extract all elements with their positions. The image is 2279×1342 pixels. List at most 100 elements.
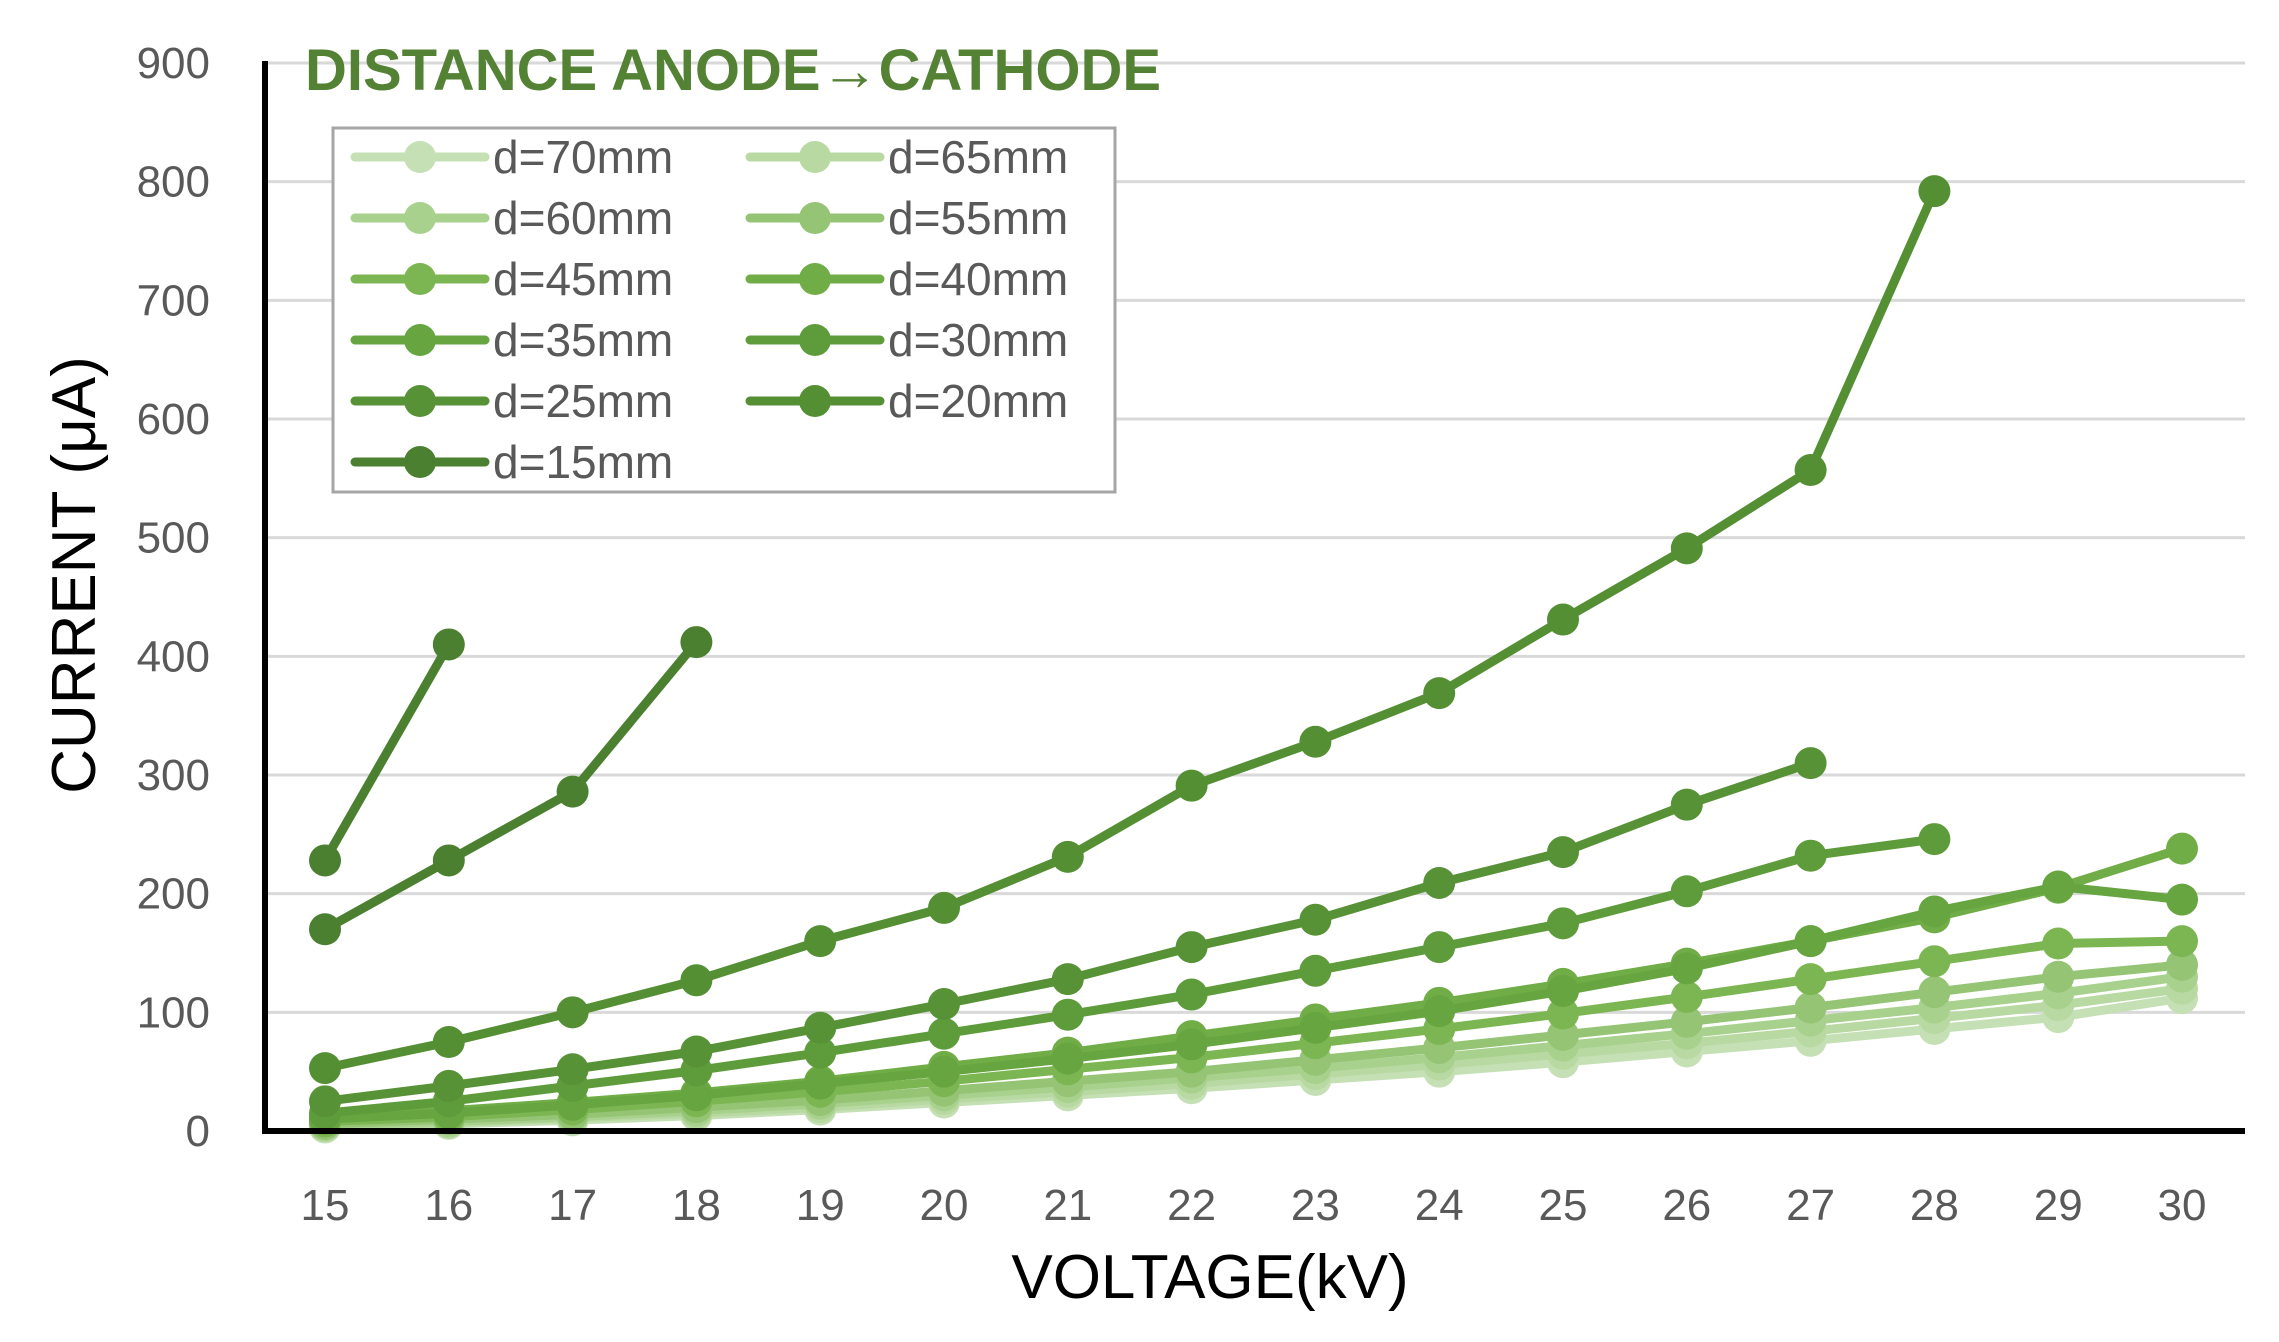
data-point [1794, 454, 1827, 487]
x-tick-label: 28 [1910, 1181, 1959, 1230]
legend-marker [404, 385, 436, 417]
x-tick-label: 15 [301, 1181, 350, 1230]
data-point [804, 1067, 837, 1100]
legend-label: d=20mm [888, 375, 1068, 427]
legend-item: d=45mm [350, 253, 673, 305]
legend-label: d=65mm [888, 131, 1068, 183]
legend-marker [799, 202, 831, 234]
data-point [1918, 895, 1951, 928]
legend-label: d=25mm [493, 375, 673, 427]
data-point [1175, 931, 1208, 964]
data-point [804, 1011, 837, 1044]
legend-marker [404, 446, 436, 478]
series-line [320, 936, 2187, 1126]
legend-item: d=40mm [745, 253, 1068, 305]
legend-item: d=25mm [350, 375, 673, 427]
data-point [1175, 1028, 1208, 1061]
data-point [1547, 603, 1579, 636]
legend-item: d=55mm [745, 192, 1068, 244]
data-point [928, 988, 960, 1021]
legend-item: d=15mm [350, 436, 673, 488]
legend-label: d=35mm [493, 314, 673, 366]
data-point [1423, 931, 1456, 964]
data-point [680, 1035, 713, 1068]
legend-marker [404, 263, 436, 295]
y-tick-label: 0 [186, 1107, 210, 1156]
data-point [1794, 991, 1827, 1024]
data-point [680, 964, 713, 997]
y-tick-label: 400 [137, 632, 210, 681]
y-tick-label: 900 [137, 39, 210, 88]
data-point [1670, 532, 1703, 565]
legend-label: d=30mm [888, 314, 1068, 366]
y-tick-label: 800 [137, 158, 210, 207]
data-point [1299, 1011, 1332, 1044]
data-point [2166, 948, 2198, 981]
legend-label: d=70mm [493, 131, 673, 183]
data-point [2166, 883, 2198, 916]
series-line [320, 637, 701, 934]
data-point [432, 1026, 465, 1058]
data-point [1794, 925, 1827, 958]
y-axis-title: CURRENT (μA) [40, 356, 109, 794]
legend-item: d=60mm [350, 192, 673, 244]
data-point [1175, 978, 1208, 1011]
data-point [1670, 952, 1703, 985]
data-point [2166, 925, 2198, 958]
data-point [1299, 725, 1332, 758]
data-point [556, 1053, 589, 1086]
data-point [1670, 980, 1703, 1013]
data-point [1670, 1005, 1703, 1038]
series-line [320, 960, 2187, 1129]
y-tick-label: 200 [137, 870, 210, 919]
series-segment [309, 628, 465, 877]
series-layer [309, 175, 2198, 1144]
x-tick-label: 27 [1786, 1181, 1835, 1230]
data-point [309, 1052, 341, 1085]
series-line [320, 882, 2187, 1124]
legend-marker [404, 324, 436, 356]
data-point [1423, 866, 1456, 899]
data-point [2042, 927, 2075, 960]
legend-label: d=45mm [493, 253, 673, 305]
data-point [1175, 769, 1208, 802]
data-point [309, 913, 341, 946]
data-point [1299, 954, 1332, 987]
data-point [1794, 963, 1827, 996]
data-point [928, 1055, 960, 1088]
y-tick-label: 300 [137, 751, 210, 800]
chart-title: DISTANCE ANODE→CATHODE [305, 38, 1161, 103]
x-tick-label: 25 [1539, 1181, 1588, 1230]
legend-item: d=35mm [350, 314, 673, 366]
legend-label: d=55mm [888, 192, 1068, 244]
data-point [1670, 788, 1703, 821]
data-point [556, 775, 589, 808]
y-tick-label: 600 [137, 395, 210, 444]
data-point [1547, 836, 1579, 869]
data-point [1051, 840, 1084, 873]
legend-marker [799, 385, 831, 417]
data-point [2042, 870, 2075, 903]
data-point [2042, 960, 2075, 993]
legend-marker [799, 324, 831, 356]
series-line [320, 640, 454, 865]
x-tick-label: 26 [1662, 1181, 1711, 1230]
legend-marker [799, 141, 831, 173]
axes [262, 61, 2245, 1134]
data-point [680, 626, 713, 659]
x-tick-label: 29 [2034, 1181, 2083, 1230]
x-tick-label: 17 [548, 1181, 597, 1230]
legend-item: d=30mm [745, 314, 1068, 366]
legend-label: d=15mm [493, 436, 673, 488]
x-tick-label: 23 [1291, 1181, 1340, 1230]
data-point [804, 925, 837, 958]
x-tick-label: 20 [920, 1181, 969, 1230]
data-point [1051, 998, 1084, 1031]
data-point [1547, 907, 1579, 940]
data-point [1670, 875, 1703, 908]
legend-label: d=60mm [493, 192, 673, 244]
data-point [928, 891, 960, 924]
legend-label: d=40mm [888, 253, 1068, 305]
data-point [309, 844, 341, 877]
legend-marker [799, 263, 831, 295]
